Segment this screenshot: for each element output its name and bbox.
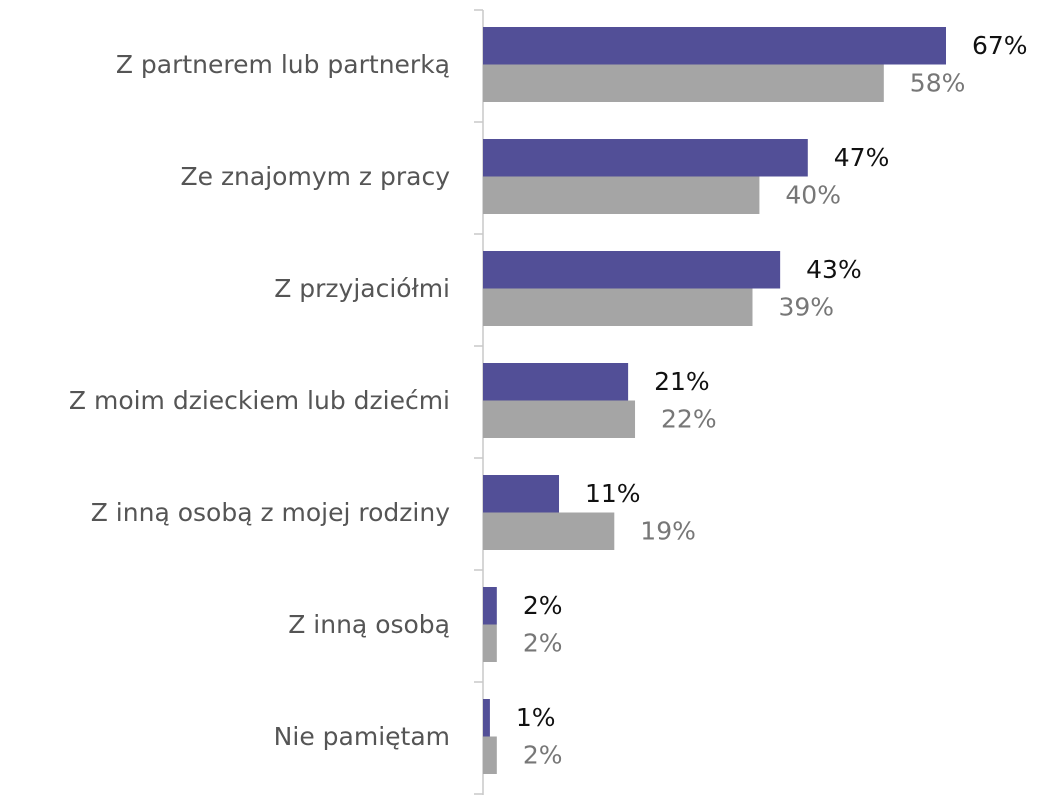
value-label: 58%: [910, 68, 966, 97]
value-label: 21%: [654, 367, 710, 396]
category-label: Z inną osobą: [288, 610, 450, 639]
value-label: 22%: [661, 404, 717, 433]
value-label: 43%: [806, 255, 862, 284]
value-label: 1%: [516, 703, 556, 732]
category-label: Z partnerem lub partnerką: [116, 50, 450, 79]
bar: [483, 512, 615, 550]
category-label: Z przyjaciółmi: [274, 274, 450, 303]
category-label: Z moim dzieckiem lub dziećmi: [69, 386, 450, 415]
bar: [483, 624, 497, 662]
bar: [483, 400, 636, 438]
bar: [483, 27, 946, 65]
bar: [483, 139, 808, 177]
value-label: 2%: [523, 591, 563, 620]
value-label: 19%: [640, 516, 696, 545]
bar: [483, 64, 884, 102]
bar: [483, 251, 781, 289]
bar: [483, 176, 760, 214]
value-label: 47%: [834, 143, 890, 172]
value-label: 67%: [972, 31, 1028, 60]
bar: [483, 363, 629, 401]
bar: [483, 736, 497, 774]
value-label: 11%: [585, 479, 641, 508]
bar: [483, 475, 560, 513]
category-label: Z inną osobą z mojej rodziny: [91, 498, 450, 527]
category-label: Ze znajomym z pracy: [180, 162, 450, 191]
value-label: 39%: [779, 292, 835, 321]
value-label: 40%: [785, 180, 841, 209]
bar: [483, 699, 490, 737]
category-label: Nie pamiętam: [274, 722, 450, 751]
bar: [483, 587, 497, 625]
value-label: 2%: [523, 628, 563, 657]
value-label: 2%: [523, 740, 563, 769]
bar: [483, 288, 753, 326]
